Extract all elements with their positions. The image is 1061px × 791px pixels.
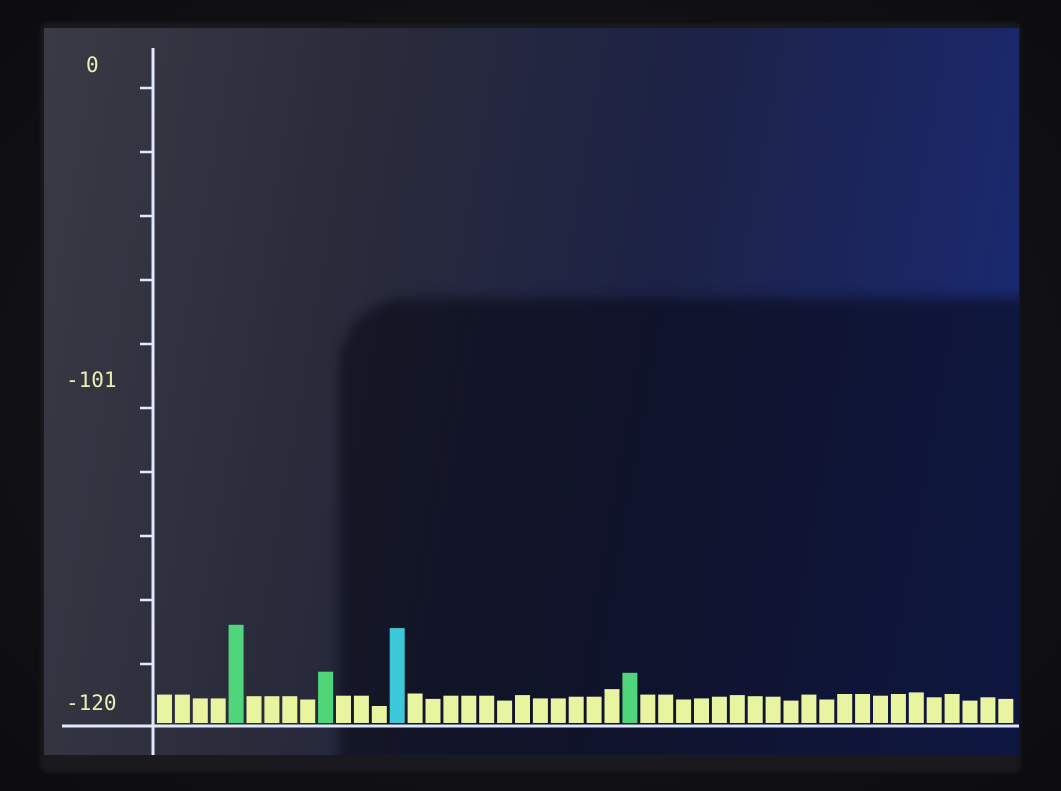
- bar-42: [908, 692, 924, 723]
- display-screen: 0 -101 -120: [44, 28, 1019, 755]
- bar-30: [694, 698, 709, 723]
- bar-36: [801, 694, 817, 723]
- bar-8: [300, 699, 316, 723]
- bar-39: [855, 694, 871, 723]
- bar-24: [586, 696, 602, 723]
- bar-3: [210, 698, 226, 723]
- bar-4: [228, 624, 244, 723]
- bar-11: [353, 695, 369, 723]
- bar-40: [873, 695, 888, 723]
- bar-19: [497, 700, 513, 723]
- bar-27: [640, 694, 656, 723]
- bar-28: [658, 694, 674, 723]
- bar-44: [944, 694, 960, 723]
- bar-23: [568, 696, 584, 723]
- bar-33: [747, 696, 763, 723]
- y-ticks-group: [140, 86, 153, 666]
- bar-38: [837, 694, 853, 723]
- y-tick-label-bottom: -120: [66, 691, 117, 715]
- bar-29: [676, 699, 692, 723]
- y-tick-label-mid: -101: [66, 368, 117, 392]
- bar-10: [336, 695, 351, 723]
- bar-17: [461, 695, 477, 723]
- bar-16: [443, 695, 459, 723]
- bar-34: [765, 696, 781, 723]
- bar-25: [604, 689, 620, 723]
- bar-5: [246, 696, 262, 723]
- bar-37: [819, 699, 835, 723]
- bar-20: [515, 695, 530, 723]
- bar-21: [532, 698, 548, 723]
- bar-18: [479, 695, 495, 723]
- bar-2: [192, 698, 208, 723]
- bar-15: [425, 698, 441, 723]
- bar-6: [264, 696, 280, 723]
- bar-1: [174, 694, 190, 723]
- bar-22: [550, 698, 566, 723]
- bar-9: [318, 671, 334, 723]
- bar-41: [890, 694, 906, 723]
- bar-35: [783, 700, 799, 723]
- bar-0: [157, 694, 172, 723]
- bar-14: [407, 693, 423, 723]
- bar-31: [711, 696, 727, 723]
- bar-47: [998, 698, 1014, 723]
- spectrum-bar-chart: 0 -101 -120: [62, 48, 1019, 755]
- bar-12: [371, 706, 387, 723]
- bar-13: [389, 628, 405, 723]
- bars-group: [157, 624, 1014, 723]
- screen-reflection: [339, 298, 1019, 755]
- bar-45: [962, 700, 978, 723]
- y-tick-label-top: 0: [86, 53, 99, 77]
- bar-26: [622, 672, 638, 723]
- bar-43: [926, 697, 942, 723]
- bar-46: [980, 697, 996, 723]
- bar-32: [729, 695, 745, 723]
- bar-7: [282, 696, 298, 723]
